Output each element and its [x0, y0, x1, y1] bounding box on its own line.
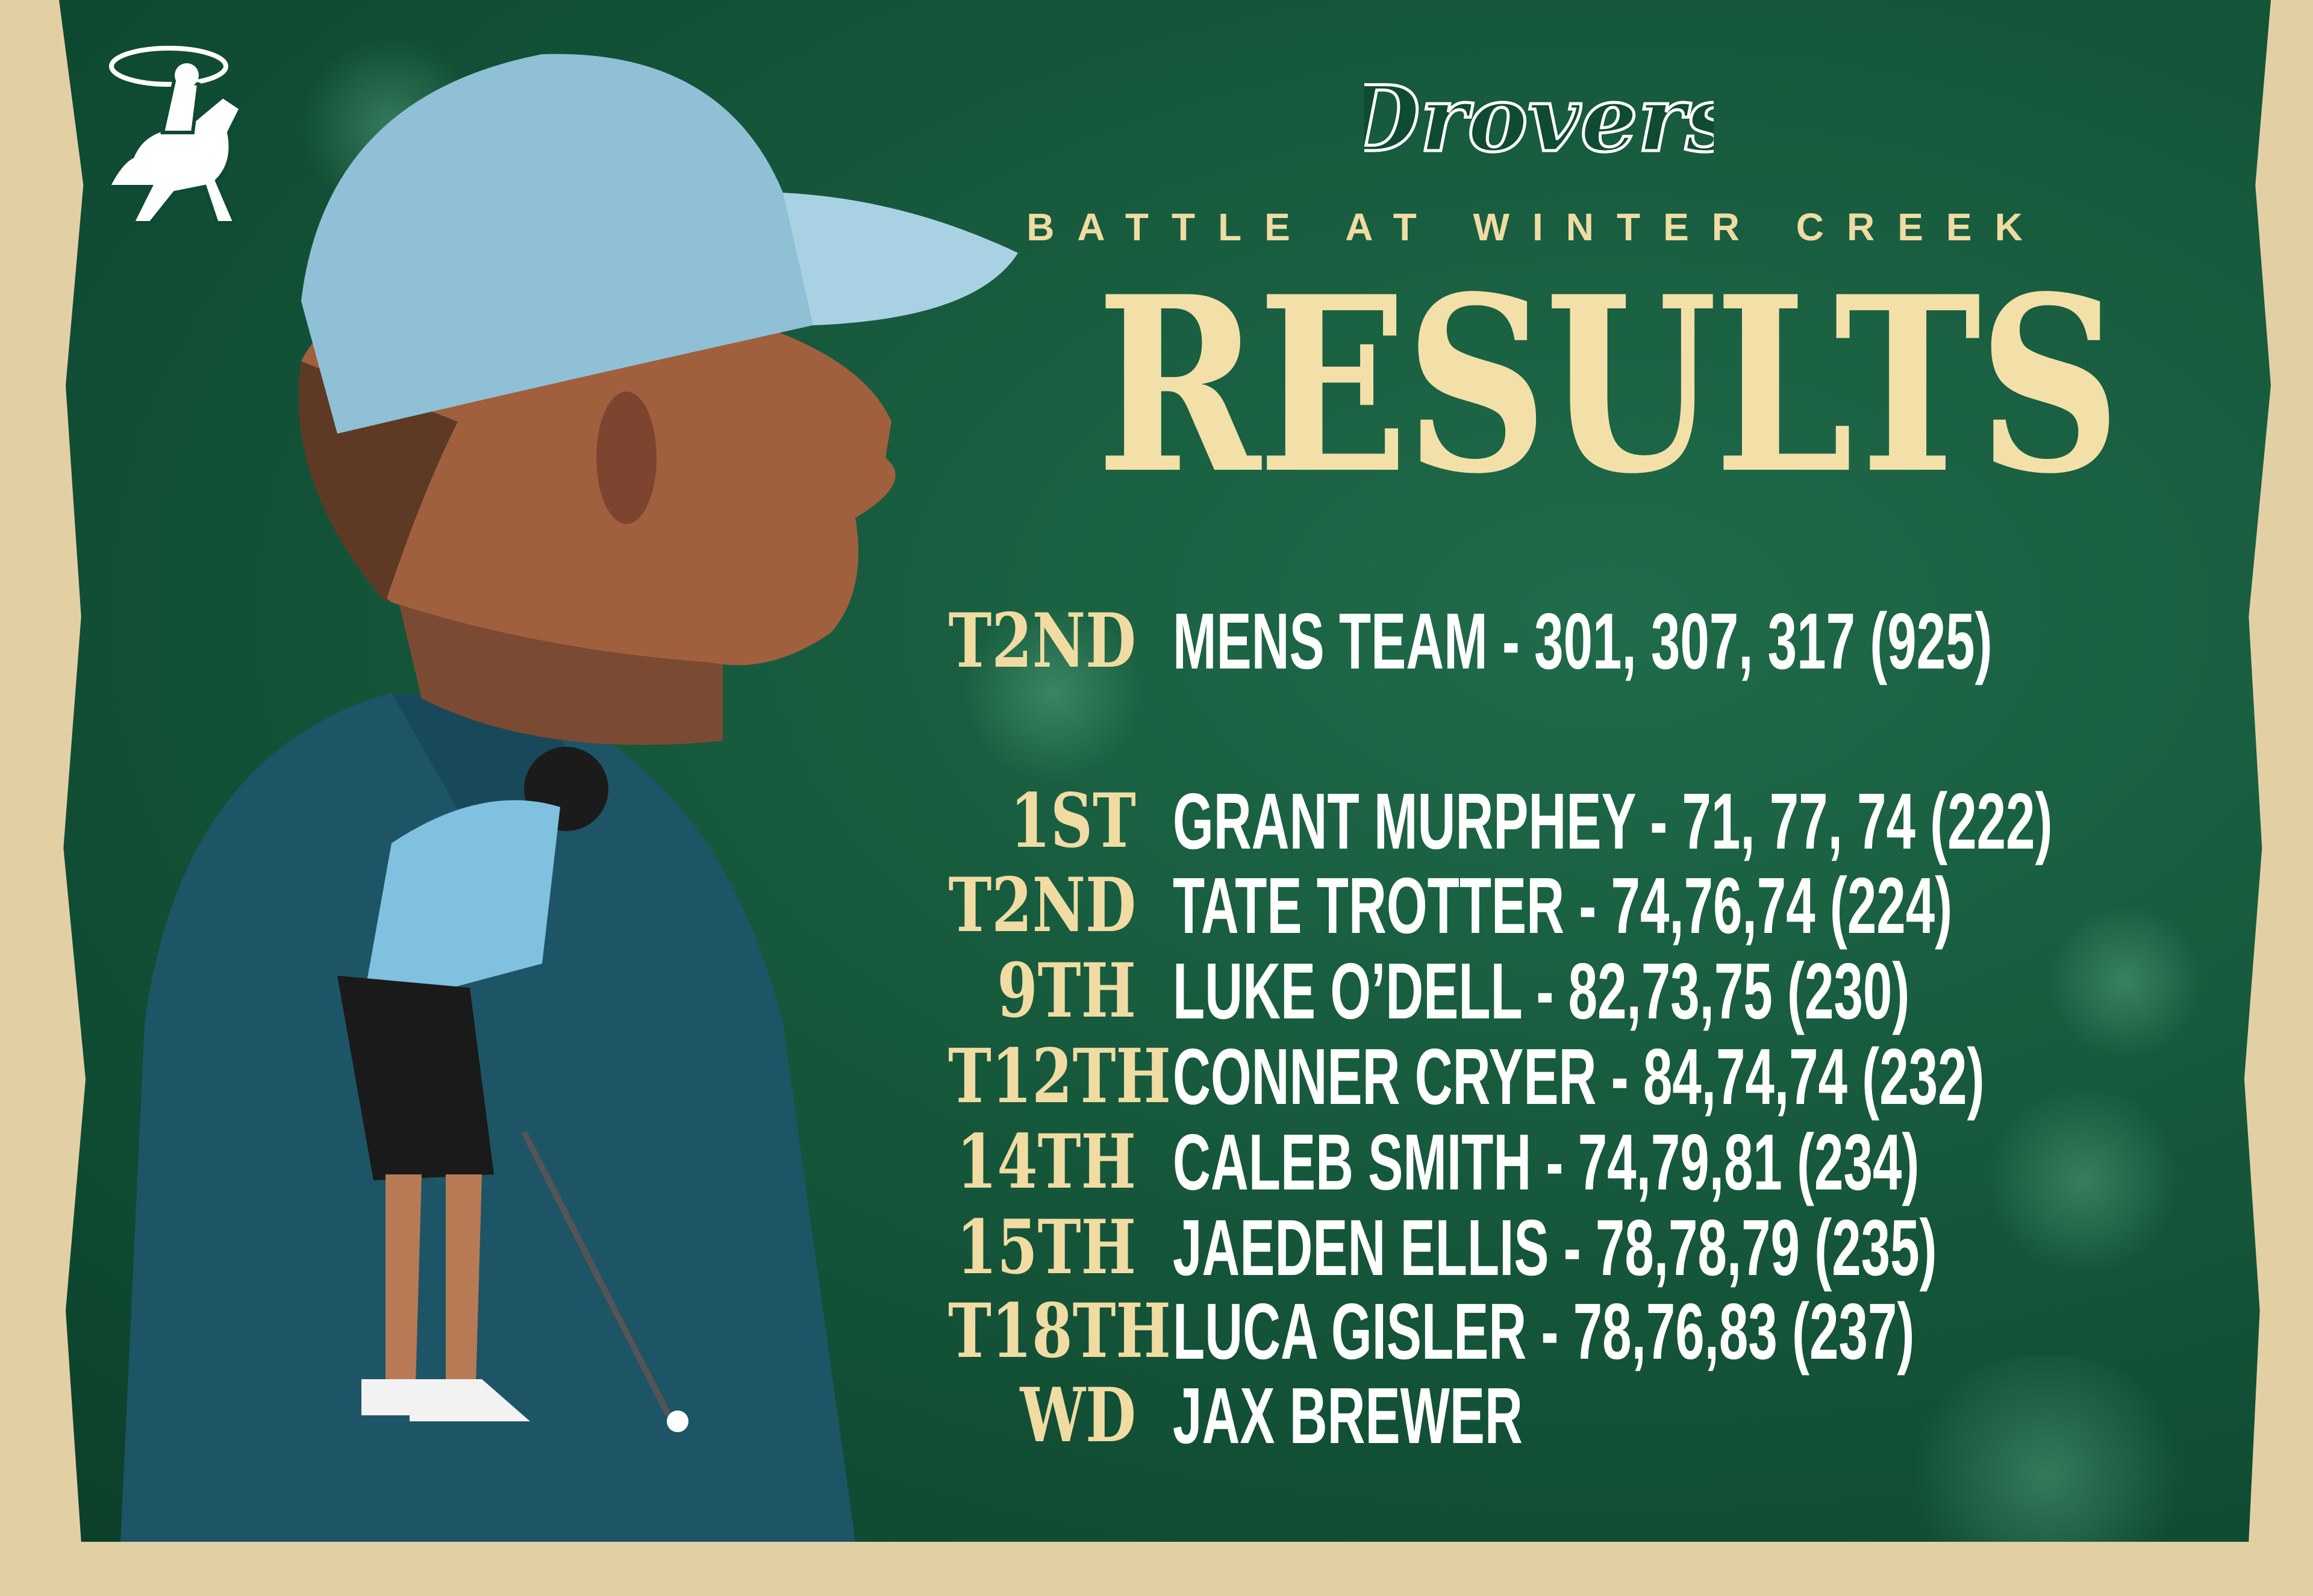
- golfer-shirt: [120, 693, 855, 1542]
- cowboy-on-horse-icon: [105, 46, 243, 225]
- svg-text:Drovers: Drovers: [1364, 72, 1714, 172]
- player-row: 14TH CALEB SMITH - 74,79,81 (234): [0, 1120, 2313, 1205]
- team-scores: MENS TEAM - 301, 307, 317 (925): [1173, 597, 1993, 685]
- bokeh-light: [1987, 1084, 2179, 1277]
- bokeh-light: [2047, 903, 2203, 1060]
- page-title: RESULTS: [1096, 244, 2121, 527]
- player-scores: CONNER CRYER - 84,74,74 (232): [1173, 1032, 1985, 1121]
- player-rank: T12TH: [948, 1033, 1171, 1120]
- event-subtitle: BATTLE AT WINTER CREEK: [1026, 205, 2046, 249]
- bokeh-light: [963, 602, 1143, 783]
- player-scores: JAX BREWER: [1173, 1371, 1523, 1460]
- player-row: WD JAX BREWER: [0, 1374, 2313, 1458]
- player-rank: 9TH: [997, 947, 1136, 1035]
- player-scores: LUCA GISLER - 78,76,83 (237): [1173, 1287, 1915, 1376]
- player-row: T18TH LUCA GISLER - 78,76,83 (237): [0, 1289, 2313, 1374]
- player-scores: TATE TROTTER - 74,76,74 (224): [1173, 861, 1953, 950]
- player-row: T12TH CONNER CRYER - 84,74,74 (232): [0, 1035, 2313, 1119]
- player-rank: 1ST: [1010, 778, 1136, 865]
- player-row: 9TH LUKE O’DELL - 82,73,75 (230): [0, 949, 2313, 1033]
- putting-golfer: [337, 747, 688, 1432]
- player-rank: WD: [1020, 1372, 1136, 1459]
- bokeh-light: [1896, 1355, 2197, 1542]
- golfer-ear: [596, 391, 657, 524]
- player-row: 1ST GRANT MURPHEY - 71, 77, 74 (222): [0, 779, 2313, 864]
- player-row: T2ND TATE TROTTER - 74,76,74 (224): [0, 864, 2313, 948]
- player-rank: 14TH: [957, 1118, 1136, 1206]
- golfer-photo: [120, 54, 1018, 1542]
- team-rank: T2ND: [948, 597, 1136, 685]
- drovers-wordmark-logo: Drovers: [1364, 72, 1714, 172]
- player-scores: JAEDEN ELLIS - 78,78,79 (235): [1173, 1203, 1937, 1292]
- player-rank: T18TH: [948, 1288, 1171, 1375]
- player-scores: GRANT MURPHEY - 71, 77, 74 (222): [1173, 777, 2053, 865]
- cap-brim: [783, 193, 1018, 325]
- player-scores: LUKE O’DELL - 82,73,75 (230): [1173, 947, 1910, 1035]
- player-row: 15TH JAEDEN ELLIS - 78,78,79 (235): [0, 1206, 2313, 1290]
- player-rank: T2ND: [948, 862, 1136, 949]
- golfer-cap: [301, 54, 1018, 434]
- player-scores: CALEB SMITH - 74,79,81 (234): [1173, 1118, 1920, 1206]
- team-result-row: T2ND MENS TEAM - 301, 307, 317 (925): [0, 599, 2313, 684]
- player-rank: 15TH: [957, 1204, 1136, 1291]
